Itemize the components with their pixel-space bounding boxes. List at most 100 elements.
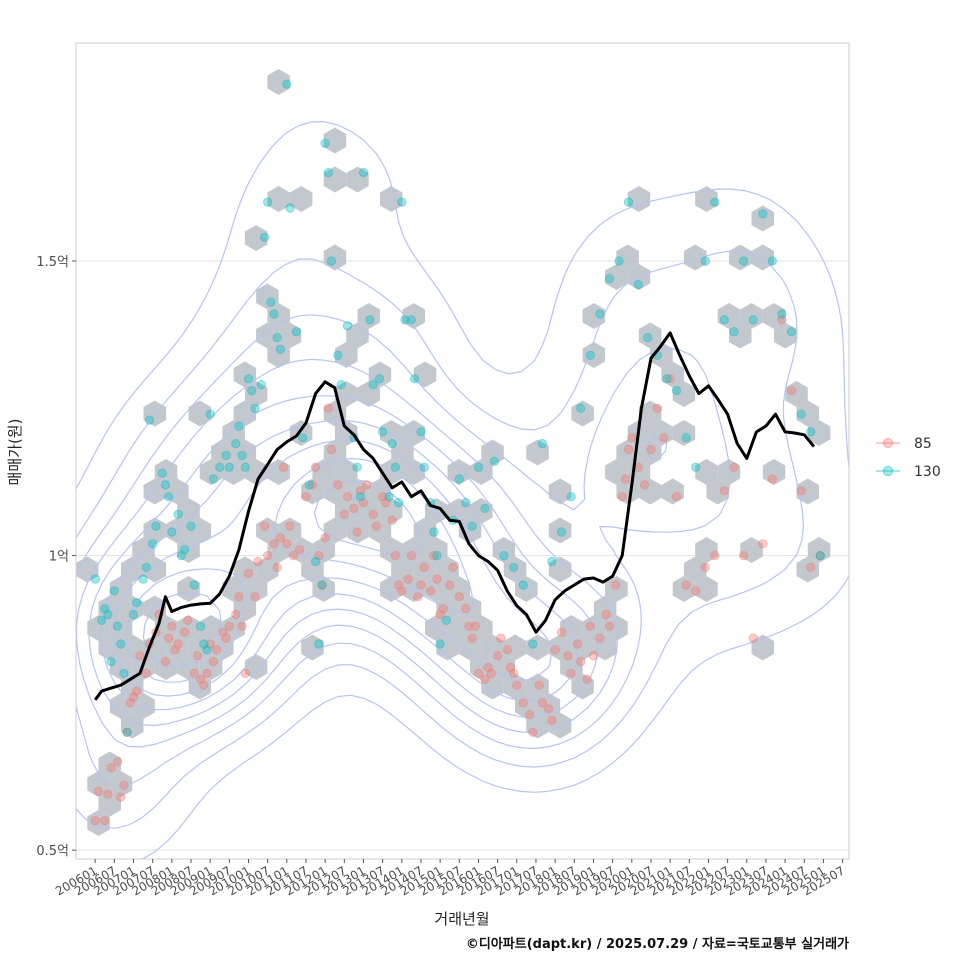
point-130 <box>221 450 231 460</box>
point-85 <box>719 486 730 496</box>
point-130 <box>758 209 768 219</box>
point-130 <box>748 315 758 325</box>
hexbin-cell <box>109 693 133 719</box>
hexbin-cell <box>199 654 223 680</box>
point-85 <box>112 757 123 767</box>
point-130 <box>157 468 167 478</box>
hexbin-cell <box>571 673 594 700</box>
point-130 <box>710 197 720 207</box>
point-85 <box>141 668 151 679</box>
point-85 <box>301 492 311 502</box>
point-130 <box>122 727 132 737</box>
hexbin-cell <box>267 186 290 212</box>
point-85 <box>170 645 180 655</box>
point-85 <box>448 562 458 573</box>
hexbin-cell <box>638 478 662 505</box>
point-85 <box>796 486 806 496</box>
hexbin-cell <box>188 400 212 427</box>
point-130 <box>419 462 429 472</box>
point-130 <box>97 615 107 626</box>
point-130 <box>432 550 442 561</box>
point-130 <box>141 562 151 573</box>
point-85 <box>243 568 254 578</box>
point-85 <box>320 533 330 543</box>
point-130 <box>374 374 385 384</box>
point-85 <box>272 562 282 573</box>
point-85 <box>556 627 567 637</box>
point-130 <box>323 168 333 178</box>
point-130 <box>662 374 672 384</box>
point-130 <box>368 380 378 390</box>
point-85 <box>269 539 279 549</box>
hexbin-cell <box>593 595 617 622</box>
hexbin-cell <box>402 576 425 602</box>
hexbin-cell <box>109 771 133 797</box>
point-130 <box>109 586 119 596</box>
point-130 <box>604 274 615 284</box>
point-130 <box>272 332 282 343</box>
point-130 <box>215 462 225 472</box>
point-130 <box>237 450 247 460</box>
hexbin-cell <box>301 634 324 661</box>
point-85 <box>93 786 104 796</box>
hexbin-cell <box>199 459 223 485</box>
point-130 <box>473 462 484 472</box>
hexbin-cell <box>98 790 121 817</box>
hexbin-cell <box>301 556 324 583</box>
hexbin-cell <box>548 712 572 739</box>
hexbin-cell <box>233 595 257 622</box>
point-85 <box>464 621 474 631</box>
hexbin-cell <box>672 420 696 446</box>
point-130 <box>623 197 634 207</box>
hexbin-cell <box>470 459 493 485</box>
hexbin-cell <box>391 439 414 466</box>
hexbin-cell <box>650 420 673 446</box>
hexbin-cell <box>796 478 819 505</box>
point-130 <box>112 621 123 631</box>
hexbin-cell <box>346 322 369 349</box>
point-130 <box>199 639 209 649</box>
hexbin-cell <box>605 459 628 485</box>
point-85 <box>387 515 397 525</box>
point-130 <box>556 527 567 537</box>
point-85 <box>700 562 710 573</box>
hexbin-cell <box>796 556 819 583</box>
point-130 <box>537 438 548 449</box>
point-85 <box>729 462 739 472</box>
point-130 <box>467 521 477 531</box>
hexbin-cell <box>481 673 504 700</box>
point-85 <box>397 586 407 596</box>
point-85 <box>167 621 177 631</box>
hexbin-cell <box>425 576 448 602</box>
legend-label: 130 <box>914 464 941 480</box>
point-85 <box>100 816 110 826</box>
y-tick-label: 0.5억 <box>36 844 69 859</box>
point-130 <box>180 545 190 555</box>
legend: 85 130 <box>876 436 941 480</box>
point-130 <box>518 580 528 590</box>
point-85 <box>681 580 691 590</box>
point-130 <box>397 197 407 207</box>
hexbin-cell <box>334 342 358 368</box>
point-85 <box>563 651 573 661</box>
point-130 <box>256 380 266 390</box>
point-85 <box>326 444 337 455</box>
hexbin-cell <box>132 693 155 719</box>
point-130 <box>259 232 270 242</box>
point-85 <box>582 674 592 684</box>
y-axis-title: 매매가(원) <box>6 419 24 486</box>
hexbin-cell <box>796 400 819 427</box>
point-85 <box>585 621 595 631</box>
point-85 <box>748 633 758 643</box>
hexbin-cell <box>560 615 583 641</box>
hexbin-cell <box>256 283 279 310</box>
point-85 <box>502 645 512 655</box>
hexbin-cell <box>199 615 223 641</box>
hexbin-cell <box>380 420 403 446</box>
point-85 <box>691 586 701 596</box>
point-85 <box>758 539 768 549</box>
hexbin-cell <box>695 576 718 602</box>
point-85 <box>275 533 285 543</box>
point-130 <box>691 462 701 472</box>
